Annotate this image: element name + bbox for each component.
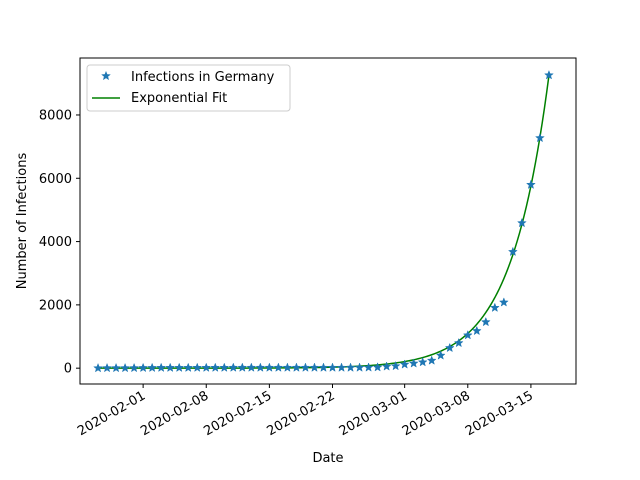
y-tick-label: 6000	[39, 172, 72, 187]
data-point	[516, 217, 527, 228]
y-tick-label: 0	[64, 362, 72, 377]
data-point	[129, 362, 140, 373]
data-point	[345, 362, 356, 372]
data-point	[282, 362, 293, 372]
data-point	[417, 357, 428, 367]
data-point	[399, 359, 410, 369]
data-point	[156, 362, 167, 373]
marker-layer	[93, 69, 554, 373]
data-point	[336, 362, 347, 372]
data-point	[327, 362, 338, 372]
data-point	[309, 362, 320, 372]
data-point	[237, 362, 248, 372]
data-point	[201, 362, 212, 372]
data-point	[102, 362, 113, 373]
data-point	[372, 362, 383, 372]
x-axis-label: Date	[312, 451, 343, 466]
data-point	[318, 362, 329, 372]
y-tick-label: 2000	[39, 298, 72, 313]
data-point	[93, 362, 103, 373]
legend-label-infections: Infections in Germany	[131, 70, 275, 85]
data-point	[471, 325, 482, 336]
data-point	[381, 361, 392, 371]
data-point	[354, 362, 365, 372]
y-axis-ticks: 0 2000 4000 6000 8000	[39, 108, 80, 377]
legend-box	[86, 64, 291, 112]
data-point	[273, 362, 284, 372]
data-point	[255, 362, 266, 372]
plot-area	[80, 58, 576, 384]
y-axis-label: Number of Infections	[15, 153, 30, 290]
data-point	[507, 246, 518, 257]
data-point	[444, 342, 455, 353]
data-point	[453, 337, 464, 348]
data-point	[480, 316, 491, 327]
legend: Infections in Germany Exponential Fit	[86, 64, 291, 112]
legend-star-icon	[101, 70, 111, 81]
data-point	[525, 179, 536, 189]
data-point	[192, 362, 203, 372]
data-point	[300, 362, 311, 372]
data-point	[435, 350, 446, 360]
data-point	[363, 362, 374, 372]
data-point	[543, 69, 554, 80]
data-point	[264, 362, 275, 372]
y-tick-label: 4000	[39, 235, 72, 250]
data-point	[534, 132, 545, 143]
data-point	[111, 362, 122, 373]
plot-frame	[79, 57, 577, 385]
data-point	[498, 297, 509, 307]
data-point	[183, 362, 194, 373]
data-point	[174, 362, 185, 373]
y-tick-label: 8000	[39, 108, 72, 123]
data-point	[426, 355, 437, 365]
data-point	[120, 362, 131, 373]
data-point	[462, 330, 473, 340]
data-point	[138, 362, 149, 373]
legend-label-fit: Exponential Fit	[131, 91, 227, 106]
data-point	[246, 362, 257, 372]
legend-marker-infections	[101, 70, 111, 81]
data-point	[291, 362, 302, 372]
data-point	[210, 362, 221, 372]
data-point	[165, 362, 176, 373]
data-point	[147, 362, 158, 373]
data-point	[390, 360, 401, 371]
data-point	[489, 302, 500, 313]
data-point	[228, 362, 239, 372]
data-point	[219, 362, 230, 372]
data-point	[408, 358, 419, 368]
